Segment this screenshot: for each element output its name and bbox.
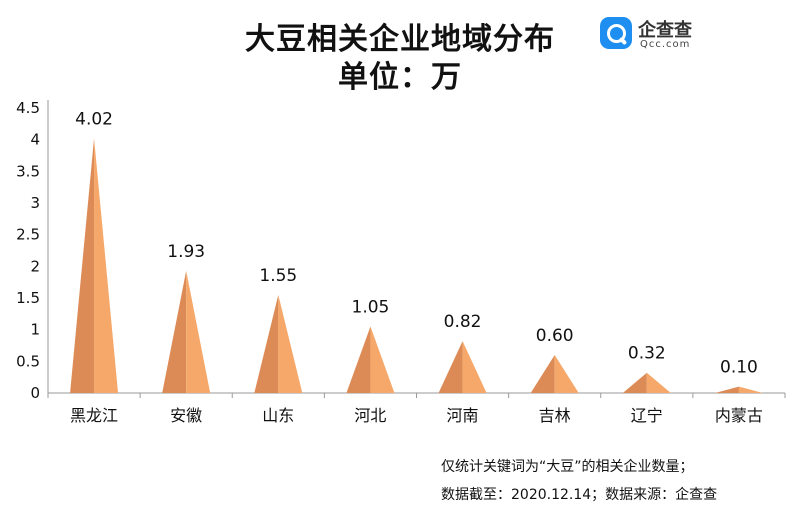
- cone-bar-highlight: [370, 326, 395, 393]
- footnote-source: 数据截至：2020.12.14；数据来源：企查查: [441, 487, 718, 503]
- x-tick-label: 河北: [354, 406, 386, 425]
- y-tick-label: 2: [30, 257, 40, 275]
- cone-bar-highlight: [554, 355, 579, 393]
- data-label: 1.93: [167, 242, 205, 262]
- cone-bar-highlight: [462, 341, 487, 393]
- x-tick-label: 河南: [447, 406, 479, 425]
- cone-bar-shadow: [346, 326, 371, 393]
- cone-bar-shadow: [438, 341, 463, 393]
- cone-bar-highlight: [278, 294, 303, 393]
- cone-bar-shadow: [714, 386, 739, 393]
- logo-name: 企查查: [638, 20, 692, 41]
- data-label: 4.02: [75, 109, 113, 129]
- x-tick-label: 山东: [262, 406, 294, 425]
- cone-bar-highlight: [738, 386, 763, 393]
- y-tick-label: 4: [30, 131, 40, 149]
- magnifier-q-icon: [600, 17, 632, 49]
- cone-bar-shadow: [254, 294, 279, 393]
- cone-bar-shadow: [530, 355, 555, 393]
- cone-bar-shadow: [162, 270, 187, 393]
- y-tick-label: 0.5: [16, 352, 40, 370]
- x-tick-label: 辽宁: [631, 406, 663, 425]
- cone-bar-highlight: [94, 138, 119, 393]
- x-tick-label: 内蒙古: [715, 406, 763, 425]
- qcc-logo: 企查查 Qcc.com: [600, 14, 710, 56]
- data-label: 0.82: [444, 312, 482, 332]
- data-label: 1.55: [259, 266, 297, 286]
- cone-bar-shadow: [70, 138, 95, 393]
- data-label: 0.60: [536, 326, 574, 346]
- chart-title: 大豆相关企业地域分布: [245, 22, 555, 57]
- y-tick-label: 1: [30, 321, 40, 339]
- chart-subtitle-unit: 单位：万: [338, 60, 462, 95]
- x-tick-label: 安徽: [170, 406, 202, 425]
- y-tick-label: 3: [30, 194, 40, 212]
- y-tick-label: 3.5: [16, 162, 40, 180]
- cone-bar-highlight: [186, 270, 211, 393]
- y-tick-label: 1.5: [16, 289, 40, 307]
- y-tick-label: 0: [30, 384, 40, 402]
- data-label: 1.05: [352, 298, 390, 318]
- y-tick-label: 2.5: [16, 226, 40, 244]
- logo-domain: Qcc.com: [640, 39, 691, 50]
- y-tick-label: 4.5: [16, 99, 40, 117]
- cone-bar-highlight: [646, 372, 671, 393]
- footnote-scope: 仅统计关键词为“大豆”的相关企业数量；: [441, 459, 694, 475]
- x-tick-label: 吉林: [539, 406, 571, 425]
- cone-bar-shadow: [622, 372, 647, 393]
- data-label: 0.10: [720, 358, 758, 378]
- data-label: 0.32: [628, 344, 666, 364]
- x-tick-label: 黑龙江: [70, 406, 118, 425]
